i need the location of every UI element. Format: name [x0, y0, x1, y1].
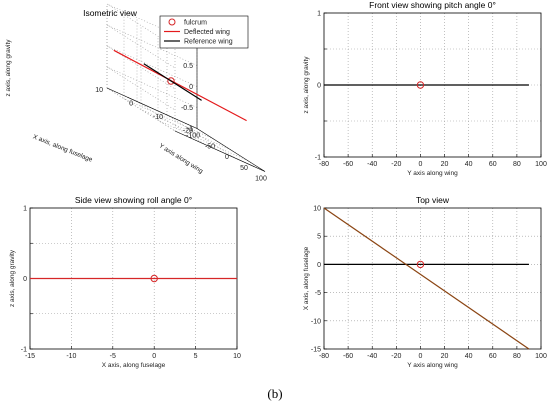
x-tick-label: 100 [255, 176, 267, 183]
y-tick-label: -20 [183, 128, 193, 135]
data-point-marker [150, 274, 158, 283]
data-point-marker [416, 81, 425, 89]
x-tick-label: 20 [441, 161, 449, 168]
y-tick-label: 0 [317, 83, 321, 90]
x-tick-label: 0 [152, 353, 156, 360]
series-line [113, 49, 247, 122]
y-axis-label: X axis, along fuselage [32, 133, 94, 163]
y-tick-label: -5 [315, 290, 321, 297]
x-axis-label: Y axis along wing [407, 170, 458, 177]
series-line [143, 63, 202, 101]
x-axis-label: Y axis along wing [407, 362, 458, 369]
x-axis-label: Y axis along wing [158, 142, 205, 175]
x-tick-label: -10 [66, 353, 76, 360]
y-tick-label: -1 [21, 347, 27, 354]
x-tick-label: -40 [367, 161, 377, 168]
x-tick-label: -60 [343, 161, 353, 168]
x-tick-label: -80 [319, 353, 329, 360]
x-tick-label: 60 [489, 161, 497, 168]
y-axis-edge [174, 130, 266, 172]
x-tick-label: 20 [441, 353, 449, 360]
x-tick-label: -80 [319, 161, 329, 168]
x-tick-label: 0 [418, 353, 422, 360]
x-tick-label: 100 [535, 353, 547, 360]
y-axis-label: z axis, along gravity [303, 56, 310, 114]
y-tick-label: 0 [129, 101, 133, 108]
x-tick-label: 0 [418, 161, 422, 168]
y-tick-label: 0 [23, 276, 27, 283]
floor-edge [106, 87, 198, 129]
z-tick-label: 0.5 [183, 63, 193, 70]
y-axis-label: X axis, along fuselage [303, 246, 310, 310]
legend-entry: fulcrum [184, 20, 207, 27]
x-tick-label: 5 [194, 353, 198, 360]
x-tick-label: 100 [535, 161, 547, 168]
x-axis-edge [196, 128, 266, 172]
x-tick-label: 0 [225, 154, 229, 161]
y-tick-label: 10 [313, 206, 321, 213]
x-tick-label: -40 [367, 353, 377, 360]
x-tick-label: -5 [110, 353, 116, 360]
x-tick-label: 80 [513, 161, 521, 168]
panel-iso: -100-50050100-20-10010-1-0.500.51Isometr… [5, 3, 267, 183]
x-tick-label: 50 [240, 165, 248, 172]
x-tick-label: -100 [186, 133, 200, 140]
chart-title: Front view showing pitch angle 0° [369, 0, 496, 10]
series-line [323, 207, 530, 350]
panel-top: -80 -60 -40 -20 0 20 40 60 80 100 -15 -10 -5 0 5 10 Top … [303, 195, 547, 369]
x-tick-label: 10 [233, 353, 241, 360]
y-tick-label: 5 [317, 234, 321, 241]
y-axis-label: z axis, along gravity [9, 249, 16, 307]
chart-title: Isometric view [83, 8, 138, 18]
x-tick-label: -20 [391, 161, 401, 168]
z-tick-label: -1 [187, 126, 193, 133]
z-tick-label: -0.5 [181, 105, 193, 112]
y-tick-label: -10 [311, 318, 321, 325]
grid-floor-x [123, 98, 215, 140]
x-axis-label: X axis, along fuselage [102, 362, 166, 369]
y-tick-label: -1 [315, 155, 321, 162]
x-tick-label: 40 [465, 353, 473, 360]
z-axis-label: z axis, along gravity [5, 39, 12, 97]
fulcrum-marker [167, 77, 175, 85]
x-tick-label: 40 [465, 161, 473, 168]
x-tick-label: -60 [343, 353, 353, 360]
chart-title: Top view [416, 195, 450, 205]
x-tick-label: -50 [205, 143, 215, 150]
y-tick-label: 1 [23, 206, 27, 213]
z-tick-label: 0 [189, 84, 193, 91]
y-tick-label: 0 [317, 262, 321, 269]
legend-entry: Deflected wing [184, 29, 230, 36]
y-tick-label: -15 [311, 347, 321, 354]
axes-box [323, 207, 542, 350]
chart-title: Side view showing roll angle 0° [75, 195, 192, 205]
data-point-marker [416, 260, 425, 269]
y-tick-label: -10 [153, 114, 163, 121]
x-tick-label: -15 [25, 353, 35, 360]
legend-entry: Reference wing [184, 39, 233, 46]
figure-caption: (b) [267, 386, 283, 401]
x-tick-label: -20 [391, 353, 401, 360]
x-tick-label: 80 [513, 353, 521, 360]
x-tick-label: 60 [489, 353, 497, 360]
y-tick-label: 1 [317, 11, 321, 18]
y-tick-label: 10 [95, 87, 103, 94]
legend-marker [168, 18, 176, 26]
panel-front: -80 -60 -40 -20 0 20 40 60 80 100 -1 0 1 Front view s… [303, 0, 547, 177]
